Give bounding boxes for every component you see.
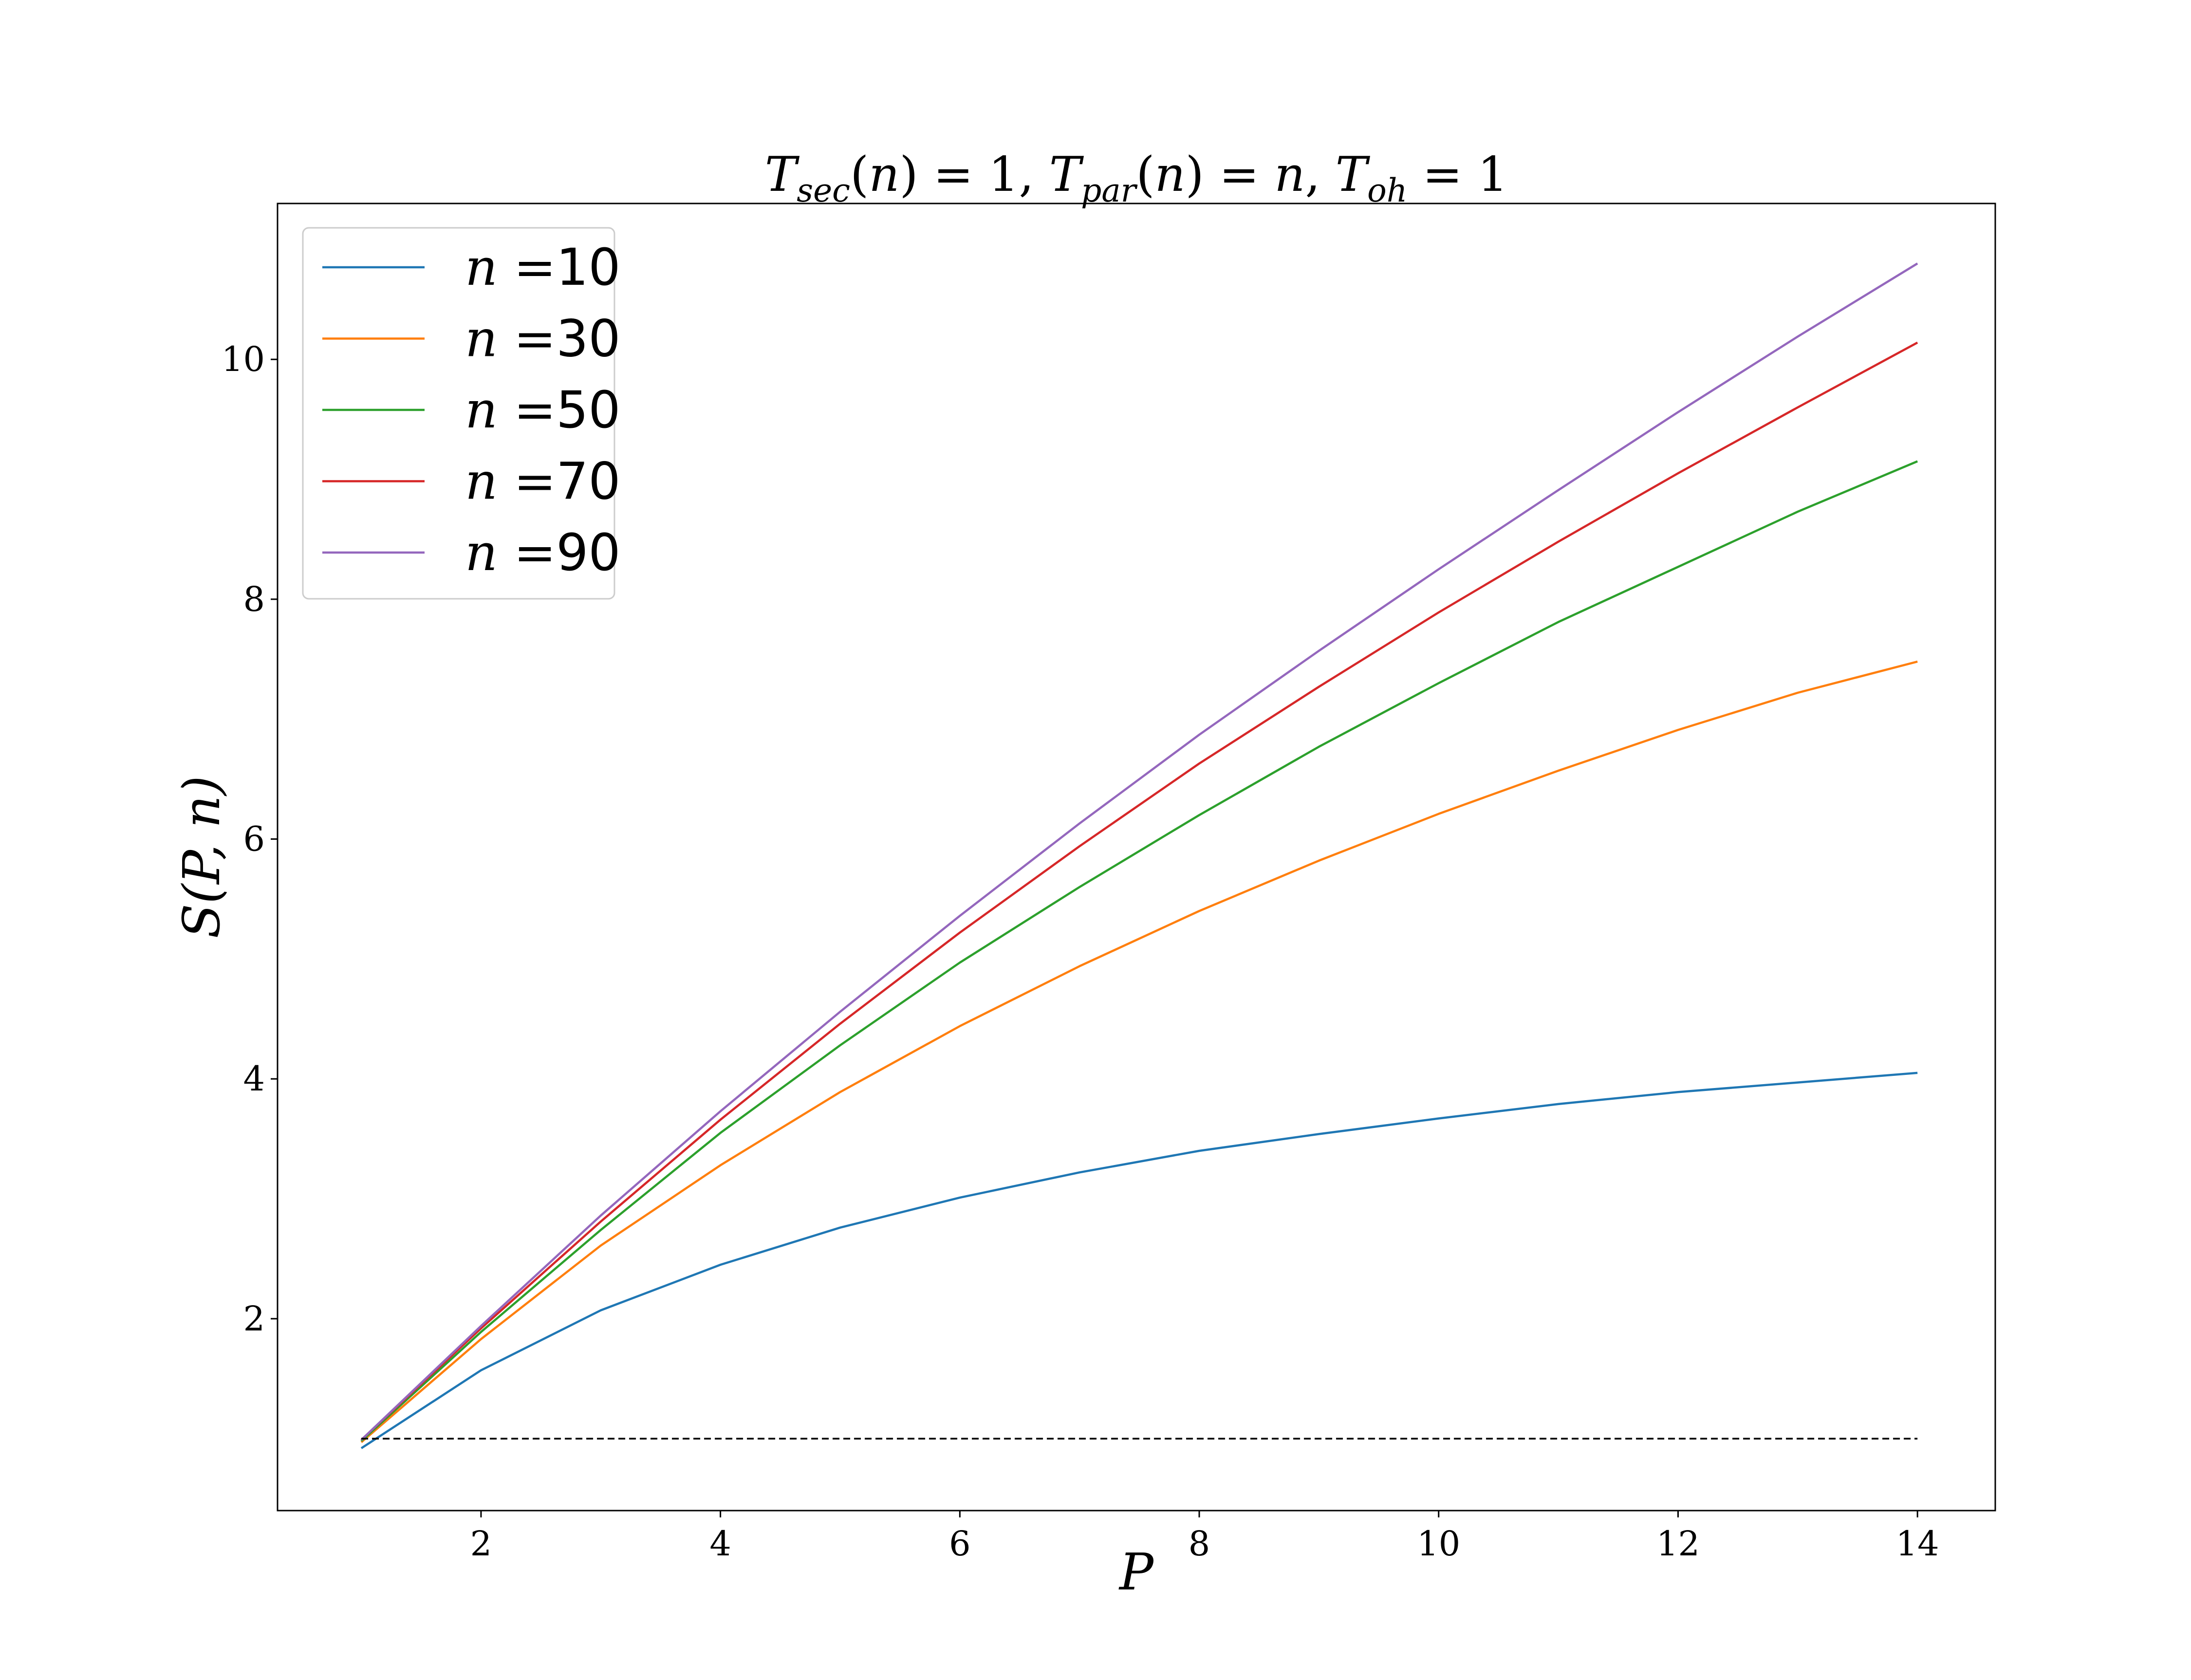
legend-var: n [465,452,498,511]
legend-var: n [465,309,498,369]
series-line-1 [360,1071,1918,1449]
legend-eq: = [498,380,556,440]
legend-eq: = [498,238,556,297]
legend-var: n [465,523,498,582]
legend-value: 30 [556,309,620,369]
y-tick-label: 6 [243,819,265,859]
y-axis-label: S(P, n) [172,775,231,938]
title-part: ) = [1186,147,1275,203]
series-line-3 [360,460,1918,1442]
legend-var: n [465,238,498,297]
x-axis-label: P [1118,1542,1154,1602]
x-axis: 2 4 6 8 10 12 14 [470,1511,1939,1564]
x-tick-label: 6 [949,1524,971,1564]
legend: n =10n =30n =50n =70n =90 [302,227,621,600]
title-part: , [1305,147,1335,203]
legend-value: 90 [556,523,620,582]
y-tick-label: 8 [243,579,265,619]
legend-value: 10 [556,238,620,297]
legend-var: n [465,380,498,440]
title-part: T [765,147,800,203]
y-tick-label: 2 [243,1299,265,1339]
legend-eq: = [498,523,556,582]
legend-label-3: n =50 [465,380,621,440]
legend-value: 70 [556,452,620,511]
x-tick-label: 10 [1417,1524,1460,1564]
legend-value: 50 [556,380,620,440]
x-tick-label: 4 [709,1524,731,1564]
legend-box [302,227,615,600]
title-part: n [869,147,899,203]
legend-label-4: n =70 [465,452,621,511]
legend-label-2: n =30 [465,309,621,369]
title-part: ) = 1, [899,147,1049,203]
y-tick-label: 4 [243,1059,265,1099]
title-part: T [1049,147,1084,203]
legend-label-1: n =10 [465,238,621,297]
series-line-4 [360,341,1918,1441]
legend-eq: = [498,452,556,511]
title-part: n [1274,147,1305,203]
legend-eq: = [498,309,556,369]
title-part: T [1336,147,1371,203]
title-part: ( [850,147,869,203]
title-part: = 1 [1407,147,1508,203]
x-tick-label: 12 [1656,1524,1700,1564]
y-tick-label: 10 [222,339,265,379]
x-tick-label: 2 [470,1524,492,1564]
x-tick-label: 14 [1896,1524,1939,1564]
title-part: n [1155,147,1186,203]
plot-area-frame [277,203,1996,1512]
y-axis: 2 4 6 8 10 [222,339,278,1339]
title-part: ( [1136,147,1154,203]
series-line-2 [360,660,1918,1443]
legend-label-5: n =90 [465,523,621,582]
plot-lines [360,262,1918,1449]
x-tick-label: 8 [1188,1524,1210,1564]
series-line-5 [360,262,1918,1441]
